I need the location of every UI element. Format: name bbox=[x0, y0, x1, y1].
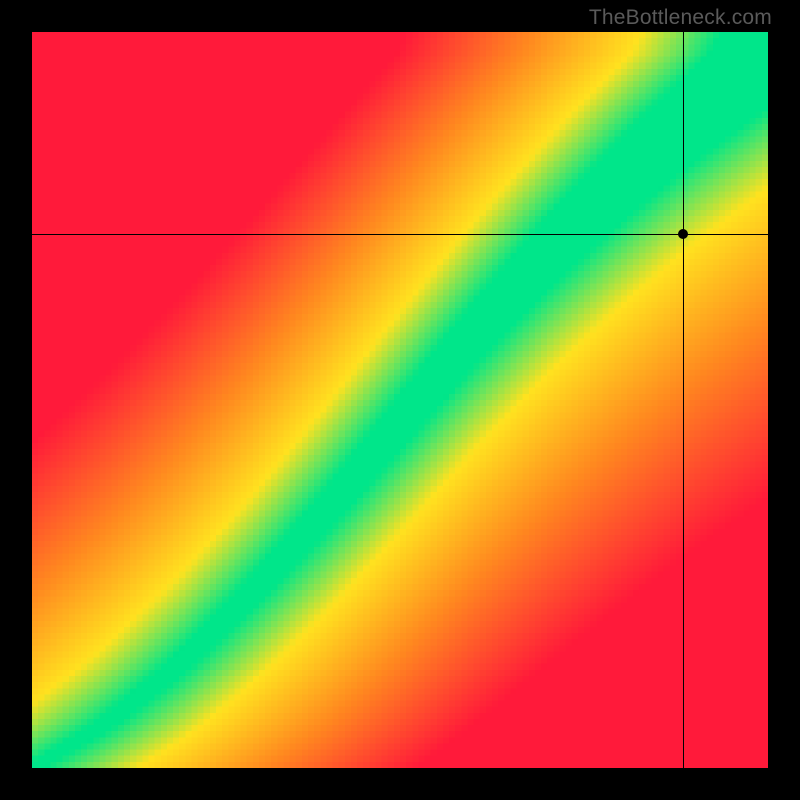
crosshair-horizontal bbox=[32, 234, 768, 235]
watermark-text: TheBottleneck.com bbox=[589, 6, 772, 30]
crosshair-vertical bbox=[683, 32, 684, 768]
bottleneck-heatmap bbox=[32, 32, 768, 768]
chart-container: TheBottleneck.com bbox=[0, 0, 800, 800]
